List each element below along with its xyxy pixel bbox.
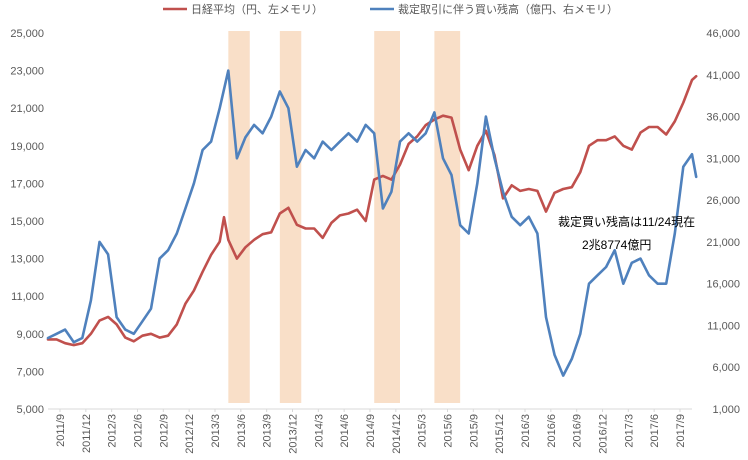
nikkei-series-line bbox=[46, 74, 698, 347]
left-axis-tick-label: 21,000 bbox=[10, 103, 44, 115]
right-axis-tick-label: 31,000 bbox=[706, 153, 740, 165]
series-lines bbox=[46, 69, 698, 377]
annotation-line-2: 2兆8774億円 bbox=[582, 238, 651, 252]
x-tick-group: 2011/12 bbox=[81, 414, 93, 453]
left-axis-tick-label: 11,000 bbox=[11, 291, 44, 303]
x-axis-tick-label: 2012/12 bbox=[184, 414, 196, 454]
x-axis-tick-label: 2013/12 bbox=[288, 414, 300, 454]
left-axis-tick-label: 7,000 bbox=[16, 366, 44, 378]
x-tick-group: 2012/3 bbox=[107, 414, 119, 448]
x-tick-group: 2017/3 bbox=[623, 414, 635, 448]
x-axis-tick-label: 2016/12 bbox=[598, 414, 610, 454]
x-axis-tick-label: 2014/12 bbox=[391, 414, 403, 454]
x-axis-tick-label: 2014/3 bbox=[313, 414, 325, 448]
x-tick-group: 2013/3 bbox=[210, 414, 222, 448]
x-tick-group: 2014/6 bbox=[339, 414, 351, 448]
x-tick-group: 2013/9 bbox=[262, 414, 274, 448]
x-axis-tick-label: 2017/3 bbox=[623, 414, 635, 448]
right-axis-tick-label: 6,000 bbox=[712, 362, 740, 374]
left-axis-tick-label: 13,000 bbox=[10, 254, 44, 266]
x-axis-tick-label: 2015/12 bbox=[494, 414, 506, 454]
x-axis-tick-label: 2015/3 bbox=[417, 414, 429, 448]
x-axis-tick-label: 2011/12 bbox=[81, 414, 93, 453]
legend-label: 裁定取引に伴う買い残高（億円、右メモリ） bbox=[398, 2, 618, 16]
x-tick-group: 2016/6 bbox=[546, 414, 558, 448]
x-axis-tick-label: 2013/9 bbox=[262, 414, 274, 448]
left-axis-tick-label: 9,000 bbox=[16, 329, 44, 341]
left-axis-tick-label: 19,000 bbox=[10, 141, 44, 153]
x-axis-tick-label: 2015/6 bbox=[443, 414, 455, 448]
x-axis-tick-label: 2012/9 bbox=[158, 414, 170, 448]
highlight-band bbox=[279, 31, 302, 403]
left-axis-tick-label: 25,000 bbox=[10, 28, 44, 40]
x-tick-group: 2017/9 bbox=[675, 414, 687, 448]
x-axis-tick-label: 2013/3 bbox=[210, 414, 222, 448]
highlight-band bbox=[374, 31, 400, 403]
right-axis-tick-label: 16,000 bbox=[706, 279, 740, 291]
x-tick-group: 2014/3 bbox=[313, 414, 325, 448]
x-tick-group: 2016/3 bbox=[520, 414, 532, 448]
right-axis-tick-label: 46,000 bbox=[706, 28, 740, 40]
x-axis-tick-label: 2016/3 bbox=[520, 414, 532, 448]
annotation-line-1: 裁定買い残高は11/24現在 bbox=[558, 214, 695, 229]
x-tick-group: 2012/9 bbox=[158, 414, 170, 448]
right-axis-tick-label: 36,000 bbox=[706, 112, 740, 124]
x-axis-tick-label: 2011/9 bbox=[55, 414, 67, 447]
x-tick-group: 2011/9 bbox=[55, 414, 67, 447]
x-tick-group: 2015/9 bbox=[468, 414, 480, 448]
highlight-bands bbox=[228, 31, 461, 403]
highlight-band bbox=[434, 31, 461, 403]
left-axis-tick-label: 23,000 bbox=[10, 66, 44, 78]
x-tick-group: 2013/12 bbox=[288, 414, 300, 454]
x-tick-group: 2014/9 bbox=[365, 414, 377, 448]
right-axis-tick-label: 11,000 bbox=[707, 320, 740, 332]
x-tick-group: 2016/12 bbox=[598, 414, 610, 454]
highlight-band bbox=[228, 31, 250, 403]
right-axis-tick-label: 1,000 bbox=[712, 404, 740, 416]
x-axis-tick-label: 2016/9 bbox=[572, 414, 584, 448]
x-axis-tick-label: 2014/6 bbox=[339, 414, 351, 448]
x-tick-group: 2013/6 bbox=[236, 414, 248, 448]
legend: 日経平均（円、左メモリ） 裁定取引に伴う買い残高（億円、右メモリ） bbox=[163, 2, 618, 16]
x-axis-tick-label: 2013/6 bbox=[236, 414, 248, 448]
right-axis-tick-label: 21,000 bbox=[706, 237, 740, 249]
x-axis-tick-label: 2012/3 bbox=[107, 414, 119, 448]
left-axis-tick-label: 5,000 bbox=[16, 404, 44, 416]
x-tick-group: 2016/9 bbox=[572, 414, 584, 448]
x-tick-group: 2015/6 bbox=[443, 414, 455, 448]
x-tick-group: 2017/6 bbox=[649, 414, 661, 448]
left-axis-tick-label: 17,000 bbox=[10, 178, 44, 190]
legend-label: 日経平均（円、左メモリ） bbox=[191, 3, 323, 16]
x-tick-group: 2015/12 bbox=[494, 414, 506, 454]
x-tick-group: 2012/6 bbox=[133, 414, 145, 448]
axes: 5,000 7,000 9,000 11,000 13,000 15,000 17,000 1… bbox=[10, 28, 740, 454]
x-tick-group: 2014/12 bbox=[391, 414, 403, 454]
x-axis-tick-label: 2012/6 bbox=[133, 414, 145, 448]
x-axis-tick-label: 2017/6 bbox=[649, 414, 661, 448]
annotation: 裁定買い残高は11/24現在 2兆8774億円 bbox=[558, 214, 695, 252]
x-axis-tick-label: 2016/6 bbox=[546, 414, 558, 448]
x-axis-tick-label: 2014/9 bbox=[365, 414, 377, 448]
x-tick-group: 2012/12 bbox=[184, 414, 196, 454]
left-axis-tick-label: 15,000 bbox=[10, 216, 44, 228]
x-axis-tick-label: 2017/9 bbox=[675, 414, 687, 448]
x-tick-group: 2015/3 bbox=[417, 414, 429, 448]
arbitrage-balance-series-line bbox=[46, 69, 698, 377]
right-axis-tick-label: 26,000 bbox=[706, 195, 740, 207]
right-axis-tick-label: 41,000 bbox=[706, 70, 740, 82]
x-axis-tick-label: 2015/9 bbox=[468, 414, 480, 448]
